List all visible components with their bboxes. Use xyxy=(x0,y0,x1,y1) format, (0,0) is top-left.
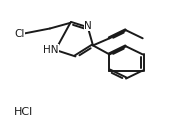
Text: HCl: HCl xyxy=(14,107,33,117)
Text: N: N xyxy=(84,21,92,31)
Text: Cl: Cl xyxy=(15,29,25,39)
Text: HN: HN xyxy=(43,45,58,55)
